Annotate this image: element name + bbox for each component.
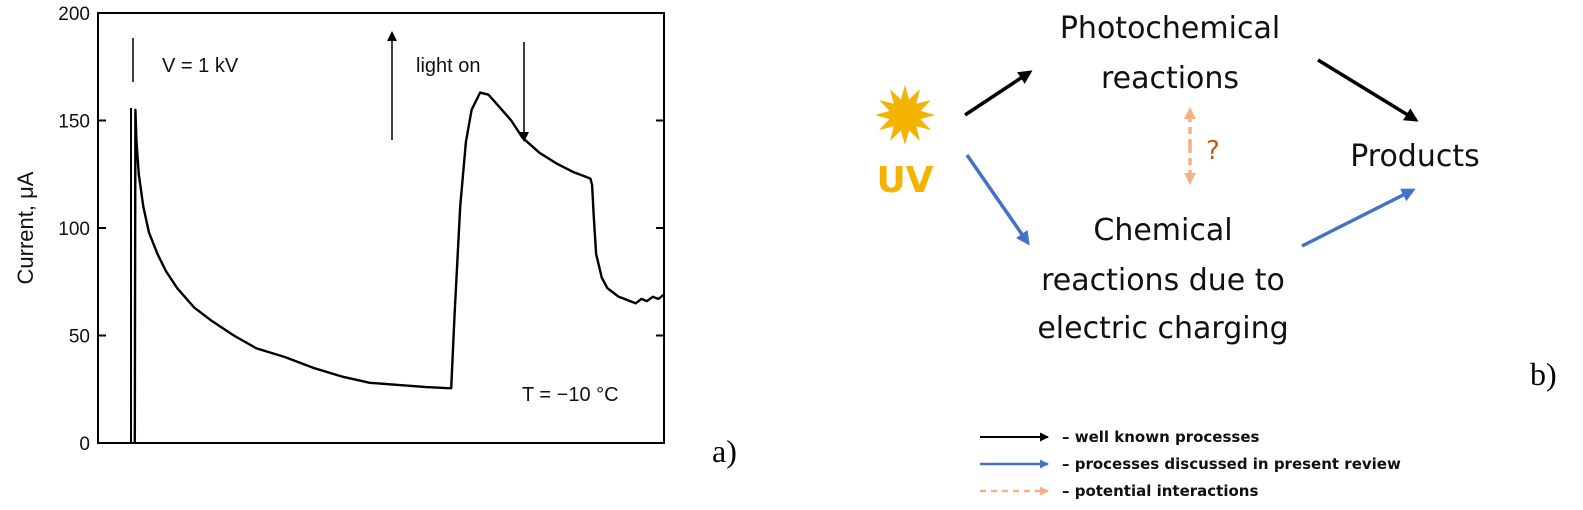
light-annotation: light on	[416, 55, 481, 77]
y-tick-label: 50	[69, 327, 90, 348]
y-axis-ticks: 0 50 100 150 200	[58, 4, 664, 455]
y-axis-label: Current, μA	[13, 171, 38, 284]
y-tick-label: 0	[79, 434, 90, 455]
legend: – well known processes – processes discu…	[980, 428, 1401, 500]
sun-icon	[875, 85, 935, 145]
uv-to-chemical-arrow	[965, 154, 1030, 246]
photochemical-label-line1: Photochemical	[1060, 11, 1280, 46]
legend-text-discussed: – processes discussed in present review	[1062, 455, 1401, 473]
photochemical-label-line2: reactions	[1101, 61, 1239, 96]
question-mark: ?	[1206, 136, 1220, 166]
y-tick-label: 100	[58, 219, 90, 240]
panel-label-a: a)	[712, 433, 737, 469]
chemical-label-line2: reactions due to	[1041, 263, 1285, 298]
y-tick-label: 200	[58, 4, 90, 25]
chemical-label-line3: electric charging	[1037, 311, 1288, 346]
legend-text-well-known: – well known processes	[1062, 428, 1260, 446]
temperature-annotation: T = −10 °C	[522, 384, 619, 406]
plot-frame	[97, 12, 665, 444]
current-series-line	[133, 91, 665, 444]
y-tick-label: 150	[58, 112, 90, 133]
legend-text-potential: – potential interactions	[1062, 482, 1258, 500]
diagram-panel: UV Photochemical reactions Products Chem…	[875, 11, 1557, 500]
panel-label-b: b)	[1530, 356, 1557, 392]
products-label: Products	[1350, 139, 1480, 174]
photochemical-to-products-arrow	[1317, 58, 1419, 122]
chart-panel: 0 50 100 150 200 Current, μA V = 1 kV light …	[13, 4, 737, 469]
chemical-to-products-arrow	[1301, 188, 1416, 248]
uv-to-photochemical-arrow	[964, 70, 1033, 117]
voltage-annotation: V = 1 kV	[162, 55, 239, 77]
uv-label: UV	[876, 160, 933, 201]
chemical-label-line1: Chemical	[1093, 213, 1232, 248]
